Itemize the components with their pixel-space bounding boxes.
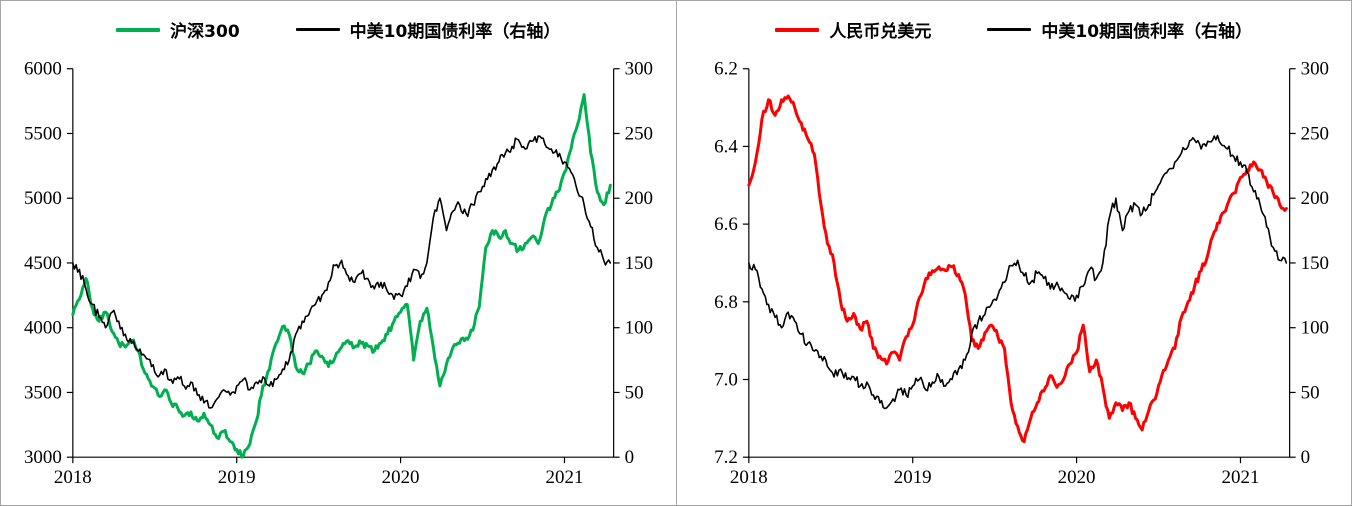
right-tick-label: 100 bbox=[1300, 318, 1328, 339]
cny-line-swatch bbox=[775, 27, 820, 32]
right-tick-label: 200 bbox=[625, 188, 653, 209]
legend-item-cny: 人民币兑美元 bbox=[775, 17, 931, 42]
spread-line-swatch-right bbox=[987, 28, 1032, 31]
right-tick-label: 150 bbox=[625, 253, 653, 274]
legend-right: 人民币兑美元 中美10期国债利率（右轴） bbox=[677, 17, 1352, 42]
left-tick-label: 4500 bbox=[24, 253, 62, 274]
right-tick-label: 0 bbox=[625, 447, 634, 468]
x-tick-label: 2020 bbox=[1057, 467, 1095, 488]
series-line-0 bbox=[71, 93, 612, 459]
right-tick-label: 100 bbox=[625, 318, 653, 339]
left-tick-label: 3000 bbox=[24, 447, 62, 468]
right-tick-label: 50 bbox=[625, 382, 644, 403]
right-tick-label: 300 bbox=[1300, 59, 1328, 80]
x-tick-label: 2018 bbox=[54, 467, 92, 488]
left-tick-label: 3500 bbox=[24, 382, 62, 403]
x-tick-label: 2021 bbox=[1221, 467, 1259, 488]
legend-item-csi300: 沪深300 bbox=[116, 17, 240, 42]
legend-item-spread-left: 中美10期国债利率（右轴） bbox=[295, 17, 561, 42]
left-tick-label: 7.0 bbox=[714, 369, 738, 390]
chart-panel-csi300: 沪深300 中美10期国债利率（右轴） 3000 3500 4000 4500 5000… bbox=[1, 1, 677, 505]
left-tick-label: 7.2 bbox=[714, 447, 738, 468]
right-tick-label: 0 bbox=[1300, 447, 1309, 468]
left-tick-label: 4000 bbox=[24, 318, 62, 339]
x-tick-label: 2018 bbox=[729, 467, 767, 488]
series-line-0 bbox=[746, 94, 1288, 444]
legend-item-spread-right: 中美10期国债利率（右轴） bbox=[987, 17, 1252, 42]
legend-label-spread-right: 中美10期国债利率（右轴） bbox=[1041, 22, 1253, 42]
left-tick-label: 5500 bbox=[24, 123, 62, 144]
chart-panel-cny: 人民币兑美元 中美10期国债利率（右轴） 6.2 6.4 6.6 6.8 7.0 7.2 0… bbox=[677, 1, 1352, 505]
csi300-chart-svg: 3000 3500 4000 4500 5000 5500 6000 0 50 100 150 200… bbox=[24, 59, 653, 488]
legend-left: 沪深300 中美10期国债利率（右轴） bbox=[1, 17, 676, 42]
left-tick-label: 6.2 bbox=[714, 59, 738, 80]
series-line-1 bbox=[72, 135, 612, 409]
right-tick-label: 200 bbox=[1300, 188, 1328, 209]
right-tick-label: 250 bbox=[625, 123, 653, 144]
legend-label-csi300: 沪深300 bbox=[170, 22, 240, 42]
left-tick-label: 6000 bbox=[24, 59, 62, 80]
right-tick-label: 50 bbox=[1300, 382, 1319, 403]
right-tick-label: 250 bbox=[1300, 123, 1328, 144]
x-tick-label: 2021 bbox=[546, 467, 584, 488]
right-tick-label: 150 bbox=[1300, 253, 1328, 274]
x-tick-label: 2019 bbox=[893, 467, 931, 488]
legend-label-spread-left: 中美10期国债利率（右轴） bbox=[349, 22, 561, 42]
left-tick-label: 5000 bbox=[24, 188, 62, 209]
x-tick-label: 2020 bbox=[382, 467, 420, 488]
x-tick-label: 2019 bbox=[218, 467, 256, 488]
left-tick-label: 6.4 bbox=[714, 136, 738, 157]
left-tick-label: 6.6 bbox=[714, 214, 738, 235]
legend-label-cny: 人民币兑美元 bbox=[829, 22, 932, 42]
right-tick-label: 300 bbox=[625, 59, 653, 80]
csi300-line-swatch bbox=[116, 27, 161, 32]
series-line-1 bbox=[747, 134, 1287, 410]
cny-chart-svg: 6.2 6.4 6.6 6.8 7.0 7.2 0 50 100 150 200 250 300 2018… bbox=[714, 59, 1329, 488]
left-tick-label: 6.8 bbox=[714, 292, 738, 313]
spread-line-swatch-left bbox=[295, 28, 340, 31]
